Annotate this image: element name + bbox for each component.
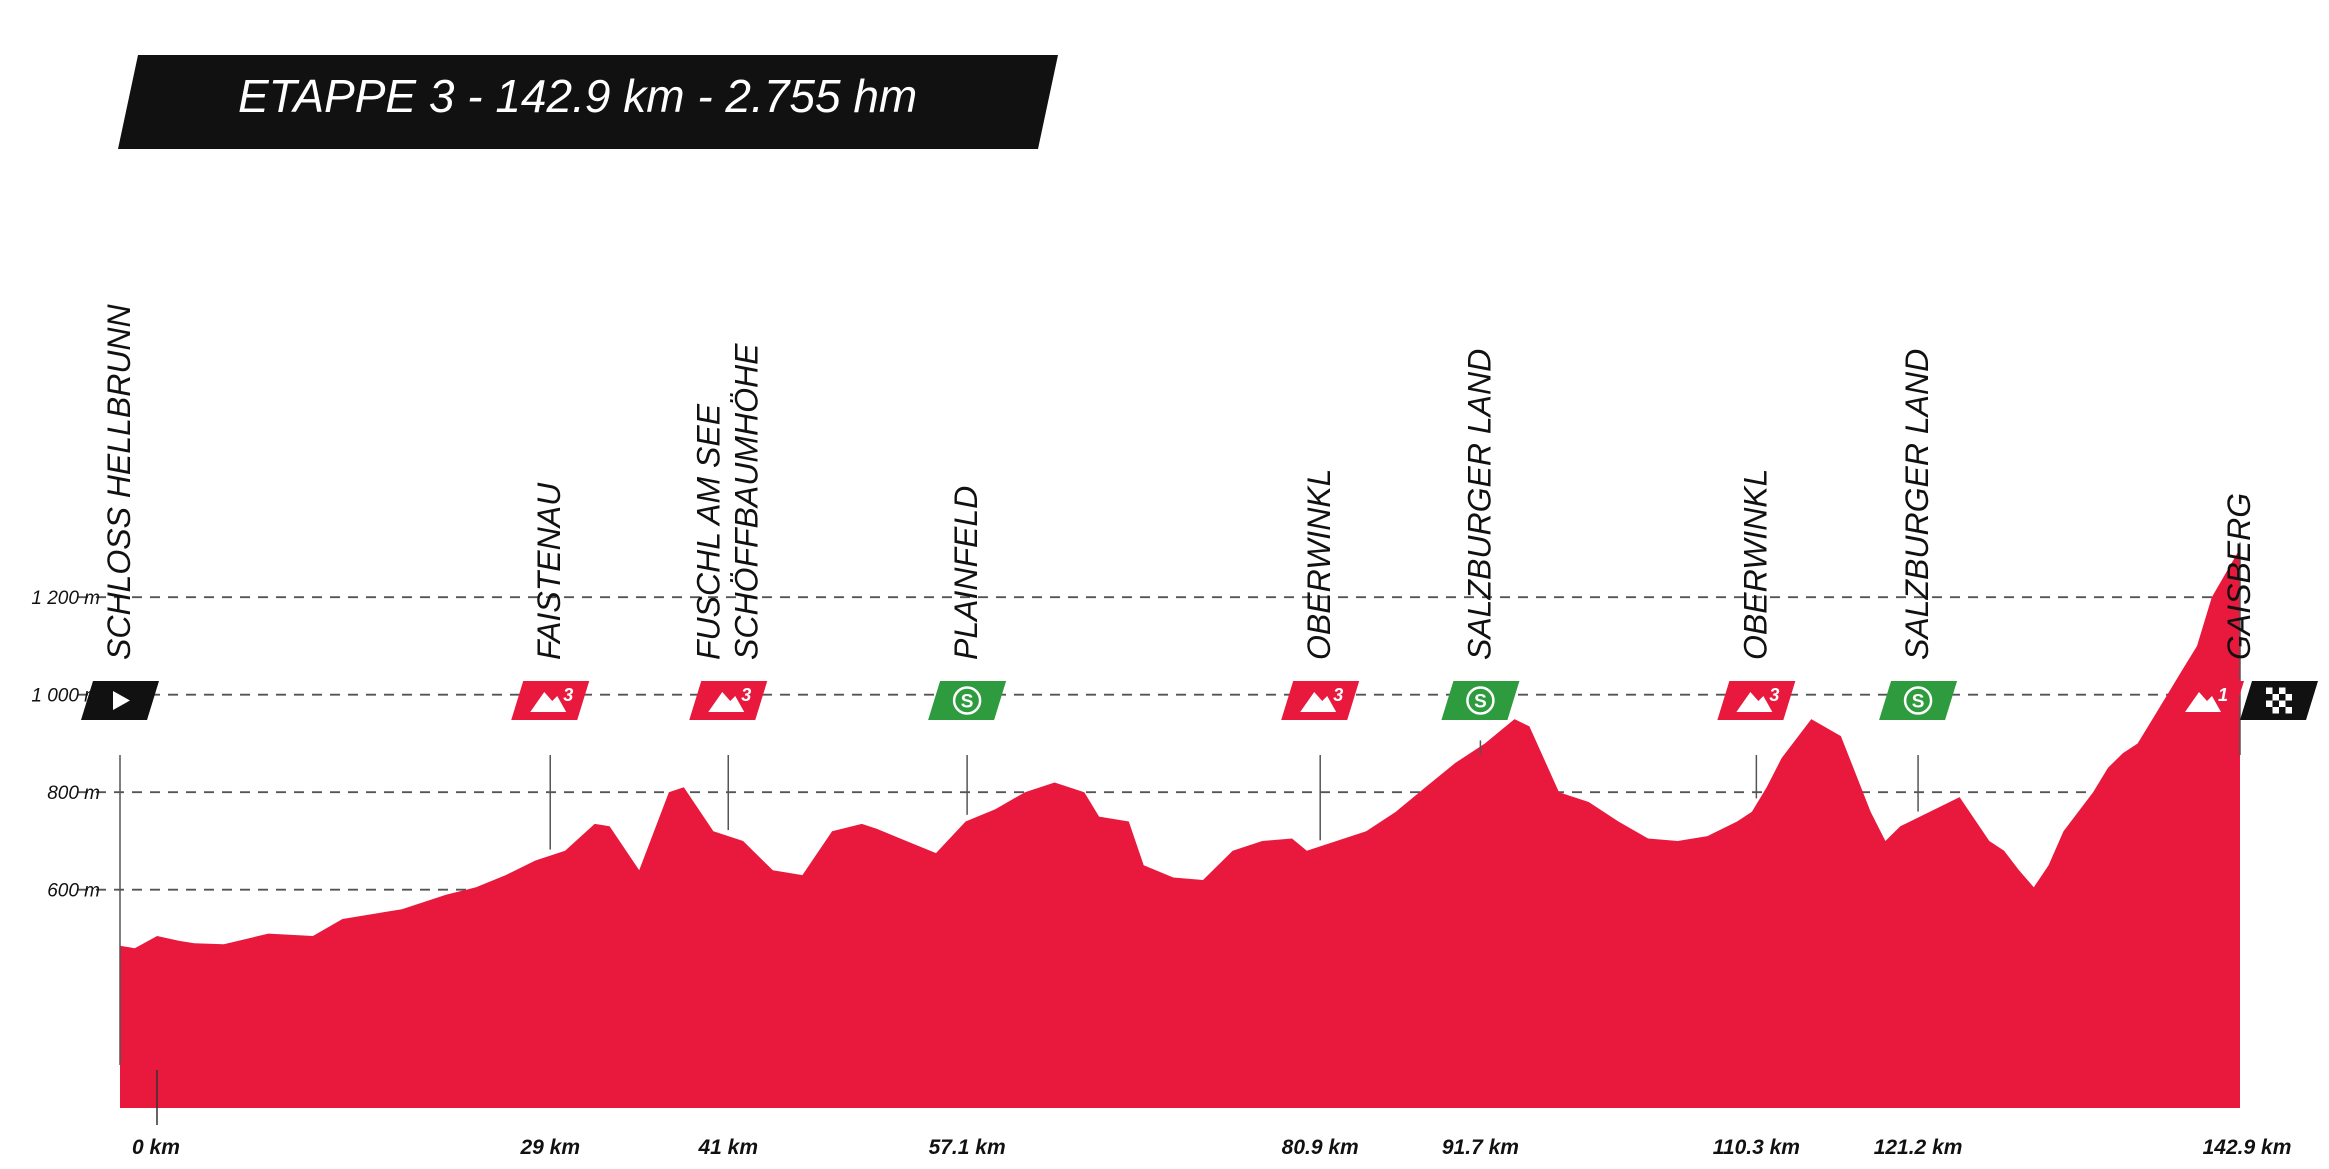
checkpoint-name: SCHLOSS HELLBRUNN [101, 303, 137, 660]
checkpoint-name: OBERWINKL [1301, 469, 1337, 660]
kom-badge: 3 [689, 681, 768, 720]
checker-square [2285, 707, 2292, 714]
x-tick-label: 29 km [519, 1136, 580, 1159]
y-tick-label: 800 m [47, 783, 100, 804]
kom-category: 3 [563, 685, 573, 705]
checkpoint-name: FAISTENAU [531, 482, 567, 660]
checker-square [2266, 700, 2273, 707]
kom-category: 3 [1769, 685, 1779, 705]
sprint-badge: S [1879, 681, 1958, 720]
kom-badge: 3 [511, 681, 590, 720]
checker-square [2272, 694, 2279, 701]
kom-badge: 3 [1717, 681, 1796, 720]
kom-category: 3 [741, 685, 751, 705]
title-banner: ETAPPE 3 - 142.9 km - 2.755 hm [118, 55, 1058, 149]
sprint-icon [1879, 681, 1958, 720]
sprint-badge: S [928, 681, 1007, 720]
start-badge [81, 681, 159, 720]
checker-square [2279, 687, 2286, 694]
y-tick-label: 1 000 m [31, 686, 100, 707]
kom-category: 3 [1333, 685, 1343, 705]
kom-category: 1 [2218, 685, 2228, 705]
checkpoint-name: FUSCHL AM SEE [690, 403, 726, 660]
play-icon [113, 691, 130, 710]
sprint-letter: S [961, 692, 974, 713]
x-tick-label: 41 km [697, 1136, 758, 1159]
checkpoint-name: PLAINFELD [948, 486, 984, 660]
x-tick-label: 57.1 km [929, 1136, 1006, 1159]
kom-badge: 3 [1281, 681, 1360, 720]
x-tick-label: 142.9 km [2203, 1136, 2292, 1159]
sprint-letter: S [1474, 692, 1487, 713]
elevation-profile [120, 548, 2240, 1108]
y-tick-label: 1 200 m [31, 588, 100, 609]
x-tick-label: 0 km [132, 1136, 180, 1159]
checker-square [2285, 694, 2292, 701]
stage-title: ETAPPE 3 - 142.9 km - 2.755 hm [238, 70, 917, 122]
x-tick-label: 91.7 km [1442, 1136, 1519, 1159]
mountain-shape [708, 692, 745, 712]
mountain-shape [1300, 692, 1337, 712]
sprint-circle [952, 686, 982, 715]
finish-badge-2 [2240, 681, 2318, 720]
checkpoint-name: SALZBURGER LAND [1899, 349, 1935, 660]
checker-square [2266, 687, 2273, 694]
sprint-badge: S [1441, 681, 1520, 720]
x-tick-label: 110.3 km [1713, 1136, 1800, 1159]
sprint-letter: S [1912, 692, 1925, 713]
sprint-circle [1903, 686, 1933, 715]
kom-badge: 1 [2166, 681, 2244, 720]
checkpoint-name: SCHÖFFBAUMHÖHE [728, 343, 764, 660]
x-tick-label: 80.9 km [1282, 1136, 1359, 1159]
sprint-icon [1441, 681, 1520, 720]
checkpoint-name: OBERWINKL [1737, 469, 1773, 660]
y-tick-label: 600 m [47, 881, 100, 902]
checkpoint-name: GAISBERG [2221, 493, 2257, 660]
checker-square [2272, 707, 2279, 714]
checkpoint-name: SALZBURGER LAND [1461, 349, 1497, 660]
mountain-shape [530, 692, 567, 712]
mountain-shape [2185, 692, 2221, 712]
checker-square [2279, 700, 2286, 707]
sprint-icon [928, 681, 1007, 720]
sprint-circle [1466, 686, 1495, 715]
x-tick-label: 121.2 km [1874, 1136, 1963, 1159]
mountain-shape [1736, 692, 1773, 712]
title-banner-shape [118, 55, 1058, 149]
